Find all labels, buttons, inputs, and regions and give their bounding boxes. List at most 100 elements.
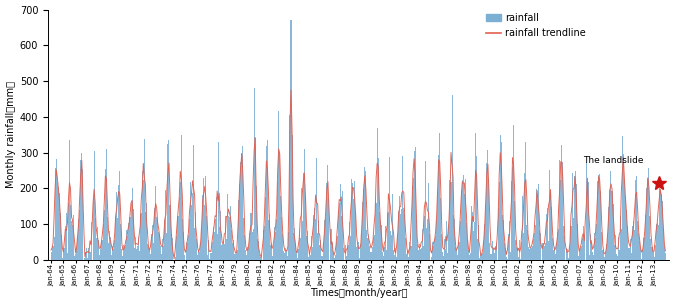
Bar <box>188 235 189 260</box>
Bar <box>401 209 402 260</box>
Bar <box>157 220 158 260</box>
Bar <box>354 181 355 260</box>
Bar <box>226 239 227 260</box>
Bar <box>554 247 555 260</box>
Bar <box>112 246 113 260</box>
Bar <box>450 182 452 260</box>
Bar <box>155 186 156 260</box>
Bar <box>242 146 243 260</box>
Bar <box>92 199 94 260</box>
Bar <box>427 219 428 260</box>
Bar <box>561 145 562 260</box>
Bar <box>307 231 308 260</box>
Bar <box>298 249 299 260</box>
Bar <box>540 233 541 260</box>
Bar <box>238 199 239 260</box>
Bar <box>274 227 275 260</box>
Bar <box>556 243 557 260</box>
Bar <box>361 233 362 260</box>
Bar <box>391 235 392 260</box>
Bar <box>619 250 620 260</box>
Bar <box>643 238 645 260</box>
Bar <box>497 209 499 260</box>
Bar <box>85 251 86 260</box>
Bar <box>465 179 466 260</box>
Bar <box>331 243 333 260</box>
Bar <box>418 244 420 260</box>
Bar <box>364 167 365 260</box>
Bar <box>358 242 359 260</box>
Bar <box>499 181 500 260</box>
Bar <box>553 250 554 260</box>
Bar <box>153 244 154 260</box>
Bar <box>367 238 369 260</box>
Bar <box>434 239 435 260</box>
Bar <box>624 181 625 260</box>
Bar <box>604 257 605 260</box>
Bar <box>408 257 410 260</box>
Bar <box>566 248 568 260</box>
Bar <box>187 243 188 260</box>
Bar <box>104 210 105 260</box>
Bar <box>106 149 107 260</box>
Bar <box>318 220 319 260</box>
Bar <box>378 158 379 260</box>
Bar <box>464 194 465 260</box>
Bar <box>122 256 124 260</box>
Bar <box>337 236 338 260</box>
Bar <box>548 241 549 260</box>
Bar <box>203 178 205 260</box>
Bar <box>529 249 531 260</box>
Bar <box>350 236 351 260</box>
Bar <box>62 258 63 260</box>
Text: The landslide: The landslide <box>583 156 644 165</box>
Bar <box>71 221 72 260</box>
Bar <box>163 246 164 260</box>
Bar <box>308 257 309 260</box>
Bar <box>487 150 489 260</box>
Bar <box>431 257 432 260</box>
Bar <box>114 240 115 260</box>
Bar <box>470 253 471 260</box>
Bar <box>248 247 250 260</box>
Bar <box>191 205 192 260</box>
Bar <box>282 234 284 260</box>
Bar <box>452 215 454 260</box>
Bar <box>278 112 279 260</box>
Bar <box>292 233 294 260</box>
Bar <box>227 194 228 260</box>
Bar <box>142 171 143 260</box>
Bar <box>146 203 147 260</box>
Bar <box>99 255 100 260</box>
Bar <box>280 196 281 260</box>
Bar <box>55 159 57 260</box>
Bar <box>275 232 276 260</box>
Bar <box>313 216 314 260</box>
Bar <box>271 243 272 260</box>
Bar <box>138 251 140 260</box>
Bar <box>164 220 165 260</box>
Bar <box>580 246 582 260</box>
Bar <box>560 179 561 260</box>
Bar <box>570 226 572 260</box>
Bar <box>74 257 75 260</box>
Bar <box>403 208 404 260</box>
Bar <box>462 180 463 260</box>
Bar <box>120 224 121 260</box>
Bar <box>154 208 155 260</box>
Bar <box>584 237 585 260</box>
Bar <box>477 239 478 260</box>
Bar <box>224 244 225 260</box>
Bar <box>119 171 120 260</box>
Bar <box>562 162 564 260</box>
Bar <box>600 191 601 260</box>
Bar <box>221 245 222 260</box>
Bar <box>594 233 595 260</box>
Bar <box>296 258 298 260</box>
Bar <box>59 193 60 260</box>
Bar <box>95 218 96 260</box>
Bar <box>617 256 618 260</box>
Bar <box>270 245 271 260</box>
Bar <box>428 183 429 260</box>
Bar <box>509 221 510 260</box>
